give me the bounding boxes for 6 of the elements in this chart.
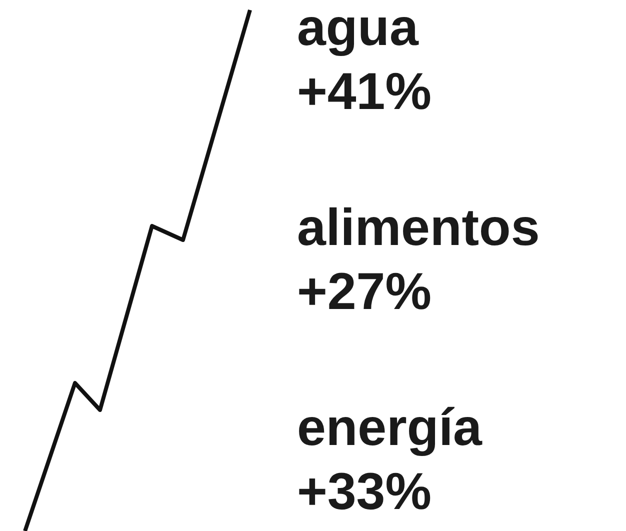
data-label: +41% bbox=[297, 63, 432, 121]
category-label: energía bbox=[297, 399, 484, 457]
category-label: agua bbox=[297, 0, 420, 57]
data-label: +33% bbox=[297, 463, 432, 521]
data-label: +27% bbox=[297, 263, 432, 321]
category-label: alimentos bbox=[297, 199, 540, 257]
